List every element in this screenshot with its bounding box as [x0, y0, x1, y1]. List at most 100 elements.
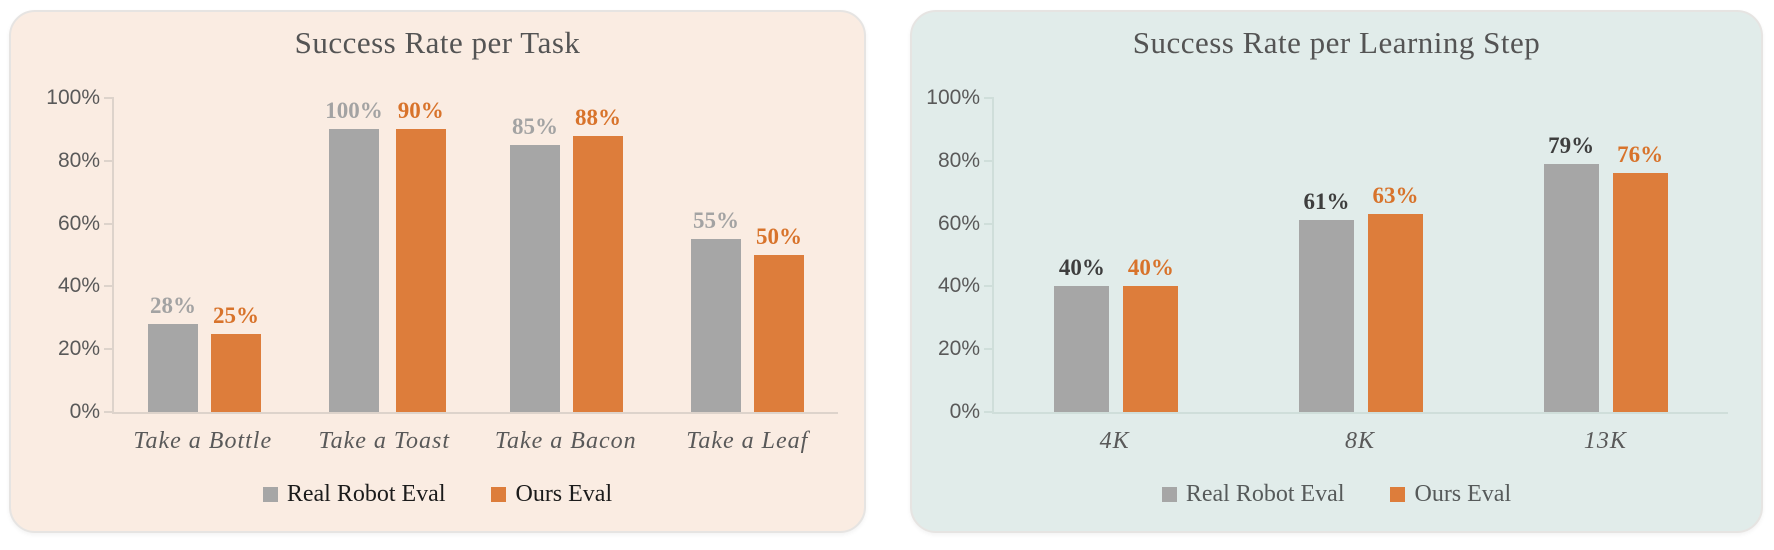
y-tick-mark [104, 97, 114, 99]
legend-item-real-robot-eval: Real Robot Eval [262, 480, 445, 508]
y-tick-mark [104, 411, 114, 413]
y-tick-label: 20% [57, 337, 100, 361]
bar [1612, 173, 1668, 412]
y-tick-mark [984, 285, 994, 288]
bar [211, 333, 261, 412]
legend: Real Robot Eval Ours Eval [912, 480, 1761, 508]
bar-value-label: 76% [1617, 142, 1664, 168]
bar-value-label: 63% [1372, 183, 1419, 209]
bar-column: 85% [510, 98, 560, 412]
bar-column: 90% [395, 98, 446, 412]
bar [754, 255, 804, 412]
legend: Real Robot Eval Ours Eval [11, 480, 864, 508]
bar-value-label: 28% [150, 293, 196, 319]
y-tick-label: 20% [937, 337, 980, 361]
y-tick-label: 40% [57, 274, 100, 298]
bar-column: 63% [1368, 98, 1423, 412]
legend-swatch-icon [1390, 486, 1406, 502]
bar-value-label: 79% [1548, 132, 1595, 158]
bar-group: 28% 25% [114, 98, 295, 412]
y-tick-mark [984, 411, 994, 413]
x-category-label: 8K [1344, 428, 1375, 454]
y-tick-mark [104, 222, 114, 225]
bar [395, 129, 446, 412]
bar-value-label: 50% [756, 224, 802, 249]
y-tick-mark [984, 222, 994, 225]
bar [1299, 220, 1354, 412]
legend-label: Real Robot Eval [1185, 481, 1345, 507]
legend-item-ours-eval: Ours Eval [491, 480, 612, 508]
legend-label: Ours Eval [515, 481, 613, 507]
legend-item-real-robot-eval: Real Robot Eval [1161, 480, 1345, 508]
bar-column: 79% [1543, 98, 1599, 412]
legend-swatch-icon [1161, 486, 1177, 502]
chart-title: Success Rate per Learning Step [1132, 25, 1541, 60]
x-category-label: 13K [1583, 428, 1627, 454]
bar-value-label: 61% [1303, 189, 1350, 215]
bar-column: 55% [691, 98, 741, 412]
bar-column: 50% [754, 98, 804, 412]
bar-value-label: 100% [325, 98, 383, 123]
y-tick-mark [104, 285, 114, 288]
y-tick-label: 100% [46, 86, 100, 109]
bar [1368, 214, 1423, 412]
legend-label: Ours Eval [1414, 481, 1512, 507]
bar-group: 79% 76% [1483, 98, 1728, 412]
chart-area: 40% 40% 61% 63% 79% 76% 0% 20% 40% 60% 80% 100% [926, 86, 1728, 423]
y-tick-mark [984, 159, 994, 162]
bar-column: 88% [573, 98, 623, 412]
bar-value-label: 25% [213, 302, 259, 328]
bar-value-label: 90% [397, 98, 444, 124]
legend-item-ours-eval: Ours Eval [1390, 480, 1511, 508]
y-tick-mark [104, 348, 114, 351]
bar [1543, 163, 1599, 412]
bar-group: 55% 50% [657, 98, 838, 412]
bar [691, 239, 741, 412]
legend-swatch-icon [491, 486, 507, 502]
x-category-label: 4K [1099, 428, 1130, 454]
bar [1123, 286, 1179, 412]
bar-group: 61% 63% [1239, 98, 1484, 412]
bar-column: 61% [1299, 98, 1354, 412]
plot-area: 28% 25% 100% 90% 85% 88% 55% 50% 0% 20% 40% 60% 80%… [46, 86, 838, 423]
bar-group: 85% 88% [476, 98, 657, 412]
x-axis-labels: Take a Bottle Take a Toast Take a Bacon Tak… [112, 426, 838, 456]
bar-value-label: 55% [693, 208, 739, 234]
bar-group: 40% 40% [994, 98, 1239, 412]
y-tick-mark [984, 97, 994, 99]
bar [329, 129, 379, 412]
y-tick-label: 40% [937, 274, 980, 298]
bar-value-label: 88% [575, 104, 621, 130]
y-tick-label: 0% [949, 400, 980, 423]
y-tick-label: 80% [937, 148, 980, 172]
x-category-label: Take a Bottle [133, 428, 273, 454]
x-category-label: Take a Leaf [686, 428, 809, 454]
x-category-label: Take a Toast [318, 428, 451, 454]
chart-card-success-rate-per-task: Success Rate per Task 28% 25% 100% 90% 85% 88… [9, 10, 866, 533]
chart-area: 28% 25% 100% 90% 85% 88% 55% 50% 0% 20% 40% 60% 80%… [46, 86, 838, 423]
bar [573, 135, 623, 412]
bar [1054, 286, 1110, 412]
bar-groups: 28% 25% 100% 90% 85% 88% 55% 50% [114, 98, 838, 412]
bar-group: 100% 90% [295, 98, 476, 412]
chart-title: Success Rate per Task [294, 25, 581, 60]
bar-column: 40% [1054, 98, 1110, 412]
y-tick-label: 60% [57, 211, 100, 235]
bar-column: 100% [325, 98, 383, 412]
x-category-label: Take a Bacon [494, 428, 637, 454]
legend-swatch-icon [262, 486, 278, 502]
bar-column: 25% [211, 98, 261, 412]
bar-column: 76% [1612, 98, 1668, 412]
bar-value-label: 85% [512, 114, 558, 140]
plot-area: 40% 40% 61% 63% 79% 76% 0% 20% 40% 60% 80% 100% [926, 86, 1728, 423]
bar [148, 324, 198, 412]
bar-groups: 40% 40% 61% 63% 79% 76% [994, 98, 1728, 412]
bar-column: 40% [1123, 98, 1179, 412]
bar-value-label: 40% [1127, 255, 1174, 281]
x-axis-labels: 4K 8K 13K [992, 426, 1728, 456]
y-tick-label: 0% [69, 400, 100, 423]
y-tick-mark [984, 348, 994, 351]
y-tick-mark [104, 159, 114, 162]
y-tick-label: 60% [937, 211, 980, 235]
